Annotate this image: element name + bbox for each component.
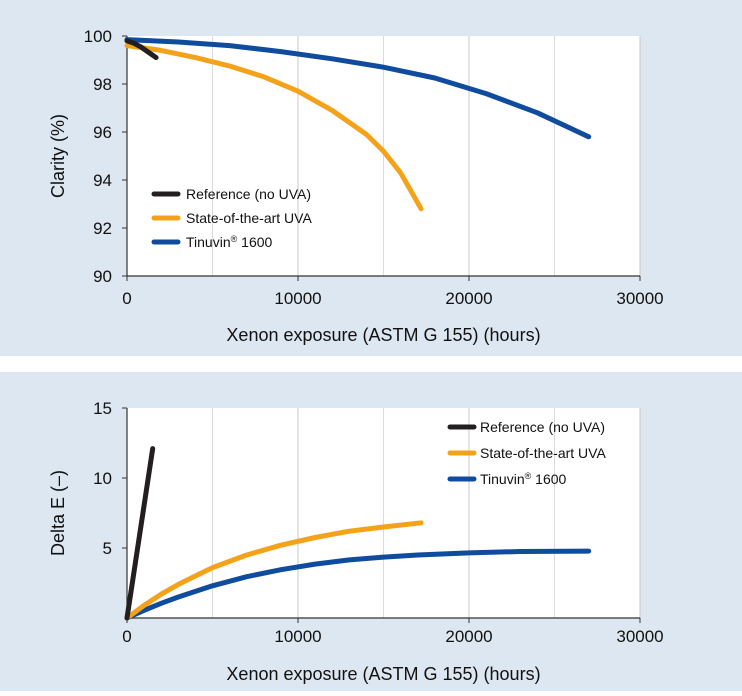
y-axis-title: Delta E (–) (48, 470, 68, 556)
legend-label: Reference (no UVA) (480, 419, 605, 435)
x-tick-label: 30000 (616, 627, 663, 646)
x-axis-title: Xenon exposure (ASTM G 155) (hours) (226, 664, 540, 684)
y-tick-label: 5 (103, 539, 112, 558)
y-tick-label: 92 (93, 219, 112, 238)
y-tick-label: 10 (93, 469, 112, 488)
x-tick-label: 0 (122, 289, 131, 308)
series-line-1 (124, 43, 424, 212)
series-line-2 (124, 37, 592, 140)
legend-label: State-of-the-art UVA (186, 210, 312, 226)
x-tick-label: 20000 (445, 627, 492, 646)
y-tick-label: 94 (93, 171, 112, 190)
x-tick-label: 10000 (274, 627, 321, 646)
series-line-0 (124, 38, 159, 61)
x-tick-label: 30000 (616, 289, 663, 308)
y-tick-label: 98 (93, 75, 112, 94)
series-line-0 (124, 446, 156, 621)
y-tick-label: 100 (84, 27, 112, 46)
legend-label: Tinuvin® 1600 (480, 471, 567, 487)
legend-label: Reference (no UVA) (186, 186, 311, 202)
delta-e-chart: 0 10000 20000 30000 5 10 15 Xenon exposure (AST… (48, 399, 664, 684)
clarity-chart-panel: 0 10000 20000 30000 90 92 94 96 98 100 Xenon expos… (0, 0, 742, 356)
x-tick-label: 0 (122, 627, 131, 646)
legend-label: State-of-the-art UVA (480, 445, 606, 461)
y-axis-title: Clarity (%) (48, 114, 68, 198)
legend-label: Tinuvin® 1600 (186, 234, 273, 250)
delta-e-chart-panel: 0 10000 20000 30000 5 10 15 Xenon exposure (AST… (0, 372, 742, 691)
y-tick-label: 96 (93, 123, 112, 142)
y-tick-label: 90 (93, 267, 112, 286)
x-axis-title: Xenon exposure (ASTM G 155) (hours) (226, 325, 540, 345)
x-tick-label: 10000 (274, 289, 321, 308)
clarity-chart: 0 10000 20000 30000 90 92 94 96 98 100 Xenon expos… (48, 27, 664, 345)
series-line-2 (124, 548, 592, 621)
x-tick-label: 20000 (445, 289, 492, 308)
y-tick-label: 15 (93, 399, 112, 418)
series-line-1 (124, 520, 424, 621)
